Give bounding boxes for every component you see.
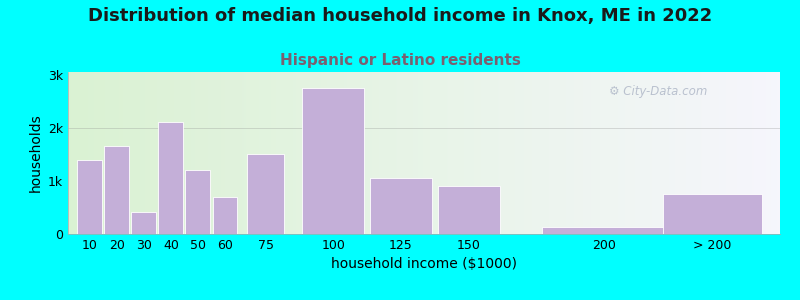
Bar: [438, 186, 500, 234]
Bar: [158, 122, 183, 234]
Bar: [247, 154, 284, 234]
Bar: [662, 194, 762, 234]
Bar: [302, 88, 365, 234]
Bar: [78, 160, 102, 234]
Bar: [104, 146, 129, 234]
X-axis label: household income ($1000): household income ($1000): [331, 257, 517, 272]
Bar: [370, 178, 432, 234]
Bar: [186, 170, 210, 234]
Text: ⚙ City-Data.com: ⚙ City-Data.com: [609, 85, 707, 98]
Bar: [213, 197, 238, 234]
Text: Distribution of median household income in Knox, ME in 2022: Distribution of median household income …: [88, 8, 712, 26]
Text: Hispanic or Latino residents: Hispanic or Latino residents: [279, 52, 521, 68]
Bar: [542, 227, 666, 234]
Bar: [131, 212, 156, 234]
Y-axis label: households: households: [29, 114, 42, 192]
